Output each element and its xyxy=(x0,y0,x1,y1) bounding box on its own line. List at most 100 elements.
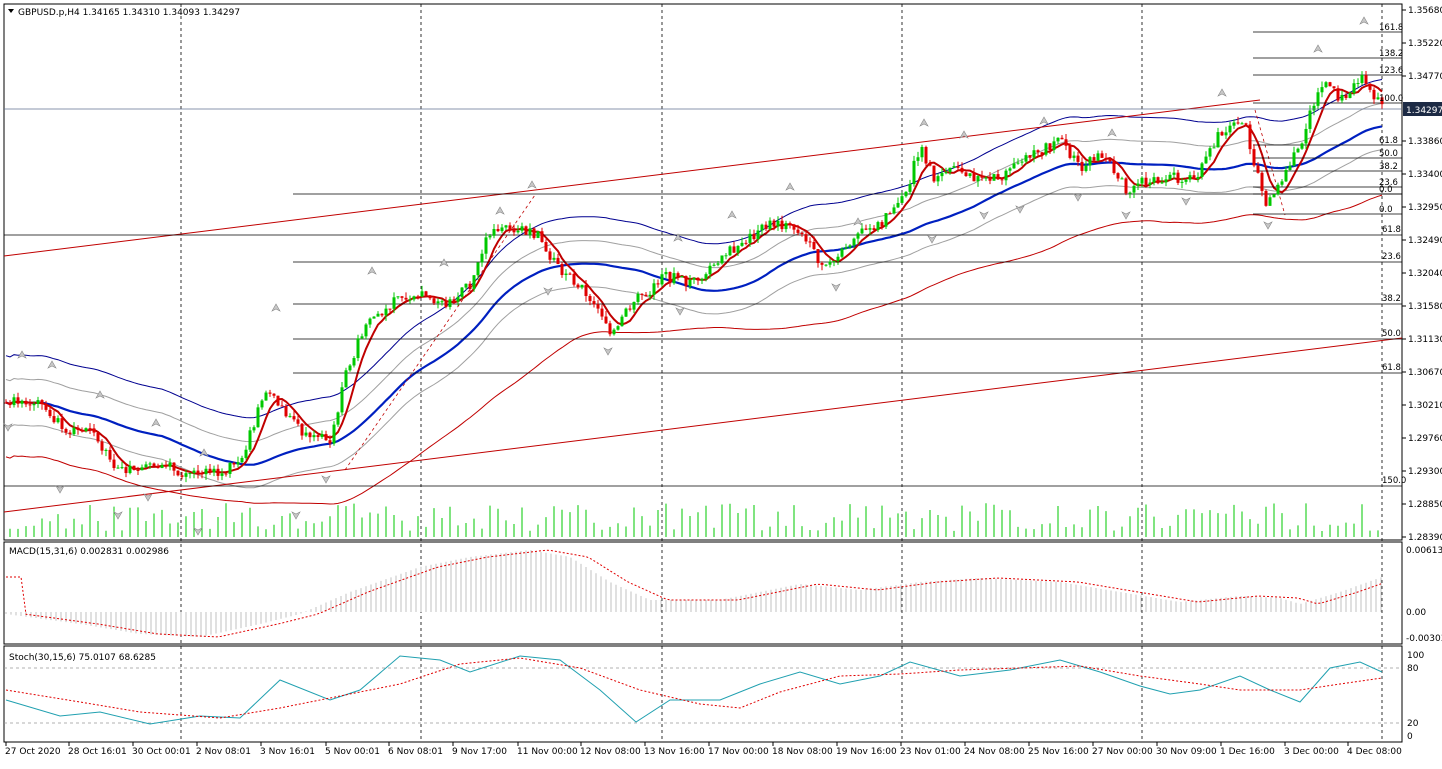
time-axis[interactable]: 27 Oct 2020 28 Oct 16:01 30 Oct 00:01 2 Nov… xyxy=(5,742,1402,757)
price-label: 1.29300 xyxy=(1408,467,1442,477)
candle-body xyxy=(1224,132,1228,136)
candle-body xyxy=(1020,161,1024,163)
time-label: 9 Nov 17:00 xyxy=(452,747,507,757)
candle-body xyxy=(468,283,472,290)
candle-body xyxy=(584,284,588,297)
candle-body xyxy=(1340,94,1344,101)
symbol-header-text: GBPUSD.p,H4 1.34165 1.34310 1.34093 1.34… xyxy=(18,8,240,18)
moving-average-slow-line xyxy=(5,125,1383,466)
candle-body xyxy=(992,174,996,181)
candle-body xyxy=(304,432,308,436)
candle-body xyxy=(448,299,452,307)
main-panel[interactable] xyxy=(3,3,1403,541)
candle-body xyxy=(284,406,288,417)
candle-body xyxy=(612,329,616,335)
candle-body xyxy=(532,228,536,238)
candle-body xyxy=(696,277,700,281)
candle-body xyxy=(296,419,300,424)
candle-body xyxy=(264,392,268,401)
candle-body xyxy=(1104,157,1108,159)
candle-body xyxy=(1064,139,1068,146)
candle-body xyxy=(728,246,732,256)
candle-body xyxy=(724,255,728,257)
fractal-up-arrow-icon xyxy=(1313,44,1323,53)
candle-body xyxy=(1040,152,1044,155)
time-label: 25 Nov 16:00 xyxy=(1028,747,1089,757)
candle-body xyxy=(1344,94,1348,98)
candle-body xyxy=(924,146,928,164)
candle-body xyxy=(336,412,340,425)
candle-body xyxy=(1004,170,1008,181)
candle-body xyxy=(420,291,424,297)
candle-body xyxy=(1016,162,1020,164)
dropdown-triangle-icon[interactable] xyxy=(8,9,14,13)
candle-body xyxy=(60,418,64,429)
candle-body xyxy=(1072,155,1076,158)
stoch-axis-label: 0 xyxy=(1407,732,1413,742)
candle-body xyxy=(876,222,880,231)
candle-body xyxy=(1048,143,1052,151)
candle-body xyxy=(864,228,868,230)
candle-body xyxy=(268,392,272,394)
candle-body xyxy=(64,428,68,433)
lower-band-line xyxy=(5,194,1383,505)
fib-level-label: 100.0 xyxy=(1379,94,1403,104)
candle-body xyxy=(44,404,48,410)
price-axis[interactable]: 1.35680 1.35220 1.34770 1.33860 1.33400 1.329… xyxy=(1402,6,1442,543)
candle-body xyxy=(112,459,116,469)
candle-body xyxy=(1256,165,1260,173)
macd-axis-label: 0.006138 xyxy=(1406,546,1442,556)
candle-body xyxy=(144,464,148,468)
candle-body xyxy=(1292,152,1296,166)
candle-body xyxy=(1260,172,1264,191)
time-label: 12 Nov 08:00 xyxy=(580,747,641,757)
candle-body xyxy=(1180,181,1184,183)
candle-body xyxy=(1264,190,1268,206)
candle-body xyxy=(712,264,716,266)
candle-body xyxy=(1100,153,1104,158)
candle-body xyxy=(932,165,936,182)
candle-body xyxy=(492,229,496,236)
time-label: 3 Nov 16:01 xyxy=(260,747,315,757)
candle-body xyxy=(1308,110,1312,129)
stoch-header-text: Stoch(30,15,6) 75.0107 68.6285 xyxy=(9,653,156,663)
candle-body xyxy=(548,251,552,260)
candle-body xyxy=(96,432,100,442)
candle-body xyxy=(736,245,740,253)
macd-panel[interactable] xyxy=(3,541,1403,645)
candle-body xyxy=(392,297,396,309)
fractal-up-arrow-icon xyxy=(527,180,537,189)
candle-body xyxy=(1088,157,1092,166)
candle-body xyxy=(596,304,600,309)
candle-body xyxy=(372,316,376,319)
candle-body xyxy=(188,473,192,475)
candle-body xyxy=(624,308,628,317)
candle-body xyxy=(1128,192,1132,194)
candle-body xyxy=(216,468,220,476)
candle-body xyxy=(1000,179,1004,181)
candle-body xyxy=(1116,173,1120,179)
candle-body xyxy=(496,229,500,232)
price-label: 1.33860 xyxy=(1408,137,1442,147)
price-label: 1.32040 xyxy=(1408,269,1442,279)
stoch-panel[interactable] xyxy=(3,645,1403,743)
envelope-upper-line xyxy=(5,102,1383,443)
price-label: 1.32490 xyxy=(1408,236,1442,246)
candle-body xyxy=(1136,183,1140,186)
candle-body xyxy=(888,213,892,215)
time-label: 5 Nov 00:01 xyxy=(325,747,380,757)
fractal-up-arrow-icon xyxy=(495,206,505,215)
candle-body xyxy=(644,294,648,297)
candle-body xyxy=(1192,175,1196,180)
candle-body xyxy=(616,326,620,330)
candle-body xyxy=(200,473,204,475)
candle-body xyxy=(920,146,924,158)
fractal-up-arrow-icon xyxy=(47,360,57,369)
candle-body xyxy=(904,191,908,197)
candle-body xyxy=(1120,178,1124,180)
candle-body xyxy=(1328,82,1332,87)
candle-body xyxy=(684,276,688,287)
candle-body xyxy=(184,473,188,477)
fractal-up-arrow-icon xyxy=(17,350,27,359)
